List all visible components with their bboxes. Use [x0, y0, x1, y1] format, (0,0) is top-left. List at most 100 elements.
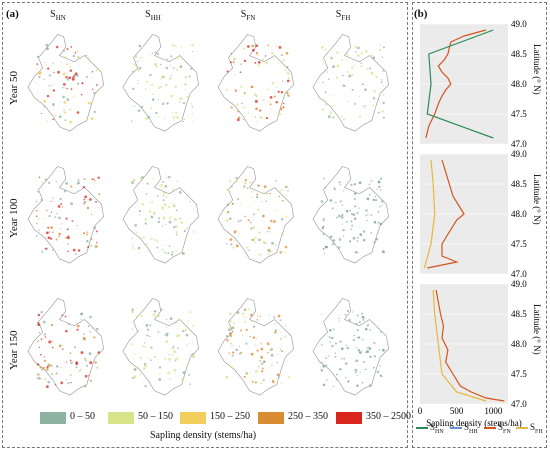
density-dot	[42, 320, 46, 324]
density-dot	[280, 382, 283, 385]
density-dot	[184, 75, 188, 79]
density-dot	[83, 385, 87, 388]
y-tick-label: 48.5	[511, 179, 527, 189]
density-dot	[272, 57, 274, 59]
density-dot	[381, 110, 384, 113]
density-dot	[64, 111, 66, 113]
density-dot	[255, 120, 258, 122]
density-dot	[174, 322, 178, 325]
density-dot	[69, 108, 71, 111]
density-dot	[50, 200, 52, 203]
density-dot	[67, 323, 70, 326]
density-dot	[57, 205, 61, 208]
density-dot	[243, 308, 247, 312]
density-dot	[152, 313, 156, 317]
density-dot	[50, 112, 53, 115]
density-dot	[36, 190, 39, 193]
density-dot	[320, 46, 324, 49]
density-dot	[329, 56, 332, 59]
density-dot	[287, 77, 290, 80]
density-dot	[332, 328, 335, 331]
density-dot	[35, 215, 38, 217]
density-dot	[175, 234, 178, 236]
density-dot	[175, 334, 179, 338]
density-dot	[60, 203, 63, 206]
density-dot	[131, 245, 133, 247]
density-dot	[365, 50, 368, 53]
density-dot	[97, 176, 100, 179]
density-dot	[137, 330, 140, 332]
density-dot	[158, 86, 161, 90]
density-dot	[72, 95, 74, 97]
series-legend-3: SFH	[516, 422, 543, 435]
density-dot	[190, 354, 192, 356]
density-dot	[89, 361, 93, 365]
density-dot	[54, 216, 57, 219]
density-dot	[279, 251, 282, 254]
density-dot	[338, 317, 340, 319]
density-dot	[70, 374, 72, 376]
density-dot	[322, 383, 326, 387]
density-dot	[236, 118, 240, 122]
density-dot	[377, 221, 380, 224]
density-dot	[271, 52, 274, 55]
density-dot	[173, 205, 176, 208]
density-dot	[273, 316, 276, 319]
density-dot	[66, 378, 68, 380]
density-dot	[341, 204, 343, 206]
density-dot	[169, 317, 173, 321]
density-dot	[58, 232, 61, 236]
density-dot	[225, 219, 229, 222]
density-dot	[322, 218, 325, 221]
density-dot	[63, 109, 65, 112]
density-dot	[259, 109, 262, 112]
density-dot	[48, 74, 52, 77]
density-dot	[254, 241, 256, 243]
density-dot	[63, 189, 67, 193]
density-dot	[184, 83, 187, 86]
density-dot	[169, 64, 172, 66]
density-dot	[254, 236, 257, 239]
density-dot	[46, 120, 48, 123]
density-dot	[376, 188, 379, 191]
density-dot	[354, 368, 358, 372]
density-dot	[41, 182, 43, 184]
density-dot	[89, 315, 92, 319]
density-dot	[190, 237, 192, 240]
density-dot	[179, 217, 182, 220]
density-dot	[241, 334, 244, 337]
density-dot	[168, 332, 170, 335]
density-dot	[229, 365, 233, 369]
density-dot	[44, 378, 47, 380]
legend-title: Sapling density (stems/ha)	[150, 430, 257, 441]
density-dot	[90, 238, 93, 240]
density-dot	[357, 55, 359, 58]
density-dot	[381, 199, 384, 203]
density-dot	[46, 94, 50, 98]
density-dot	[266, 88, 269, 91]
density-dot	[168, 357, 171, 361]
density-dot	[377, 327, 380, 330]
density-dot	[251, 191, 253, 193]
density-dot	[233, 232, 236, 234]
density-dot	[233, 322, 236, 325]
density-dot	[377, 210, 380, 213]
density-dot	[335, 378, 338, 381]
density-dot	[320, 368, 324, 372]
density-dot	[147, 250, 150, 252]
density-dot	[65, 217, 68, 220]
density-dot	[77, 50, 79, 52]
density-dot	[134, 354, 136, 356]
density-dot	[69, 69, 73, 72]
density-dot	[188, 75, 191, 78]
density-dot	[136, 366, 139, 369]
density-dot	[37, 373, 40, 376]
density-dot	[190, 44, 193, 46]
density-dot	[264, 55, 267, 57]
density-dot	[250, 196, 253, 199]
density-dot	[278, 195, 281, 198]
density-dot	[325, 364, 328, 367]
density-dot	[268, 248, 271, 251]
density-dot	[330, 57, 333, 60]
density-dot	[89, 379, 92, 382]
